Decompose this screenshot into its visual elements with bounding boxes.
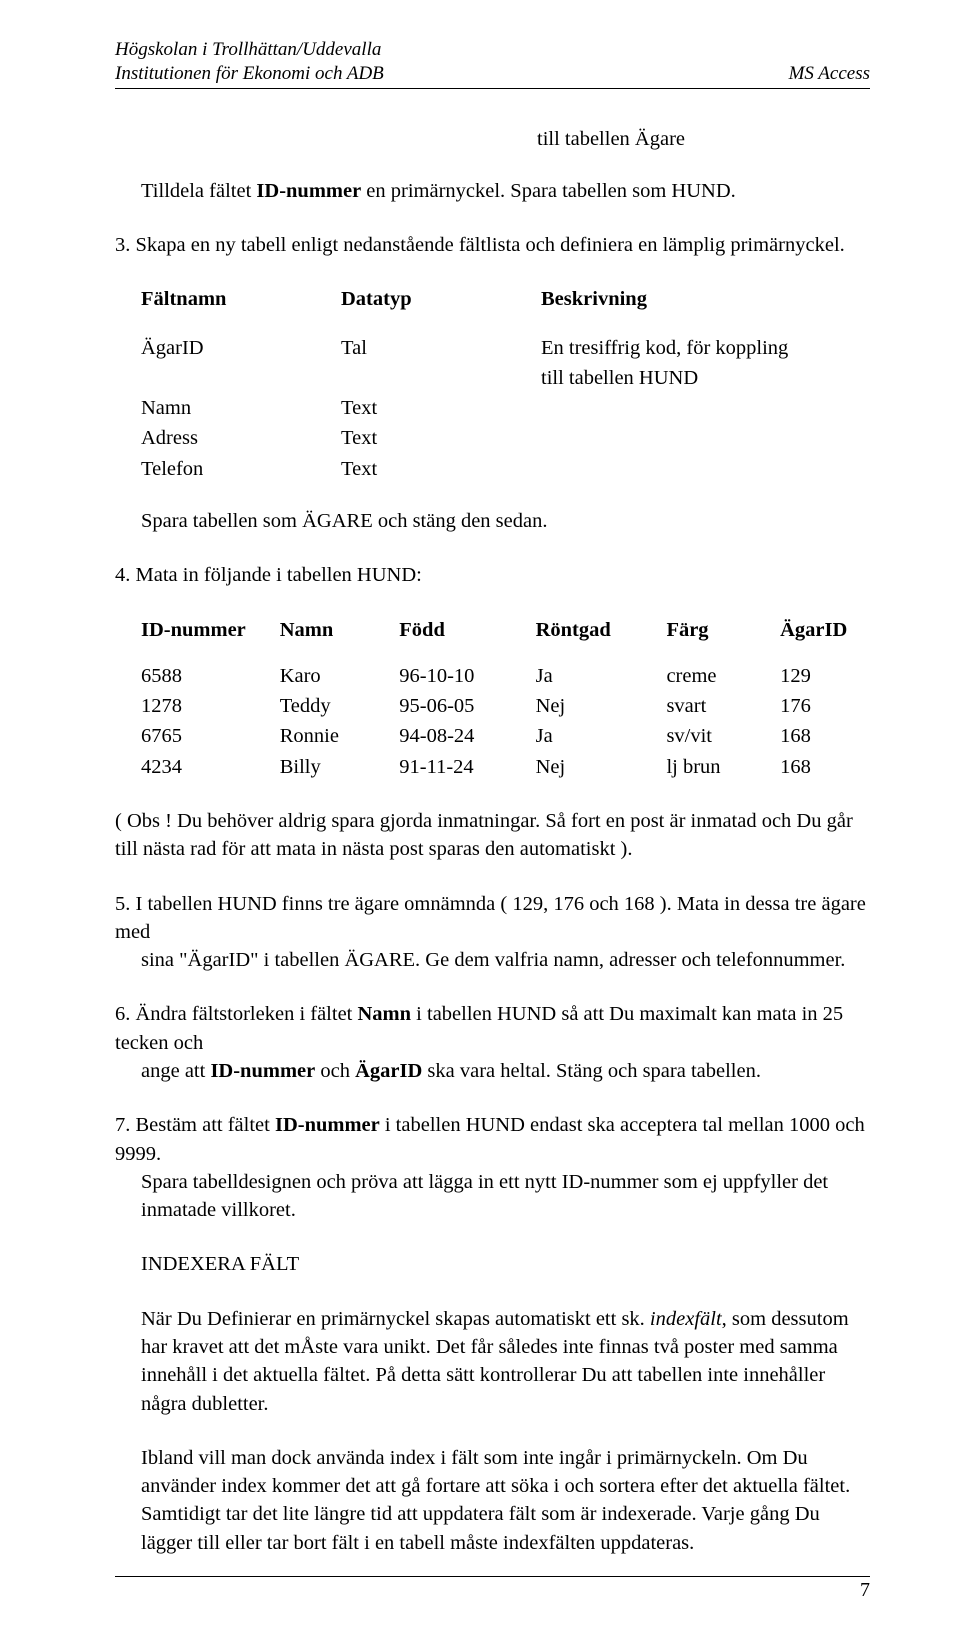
fieldtable-head-2: Datatyp	[341, 285, 541, 315]
page-number: 7	[115, 1577, 870, 1602]
obs-note: ( Obs ! Du behöver aldrig spara gjorda i…	[115, 807, 870, 864]
step-6: 6. Ändra fältstorleken i fältet Namn i t…	[115, 1000, 870, 1085]
section-heading-indexera: INDEXERA FÄLT	[115, 1250, 870, 1278]
fieldtable-cell: Adress	[141, 424, 341, 454]
datatable-head: Namn	[280, 616, 400, 662]
fieldtable-cell: till tabellen HUND	[541, 364, 896, 394]
step-4: 4. Mata in följande i tabellen HUND:	[115, 561, 870, 589]
table-row: 4234 Billy 91-11-24 Nej lj brun 168	[141, 753, 870, 783]
body: till tabellen Ägare Tilldela fältet ID-n…	[115, 125, 870, 1557]
header-rule	[115, 88, 870, 89]
header-line1: Högskolan i Trollhättan/Uddevalla	[115, 38, 870, 62]
step-7: 7. Bestäm att fältet ID-nummer i tabelle…	[115, 1111, 870, 1224]
paragraph-index-usage: Ibland vill man dock använda index i fäl…	[115, 1444, 870, 1557]
datatable-head: ÄgarID	[780, 616, 870, 662]
fieldtable-cell: Text	[341, 394, 541, 424]
step-5: 5. I tabellen HUND finns tre ägare omnäm…	[115, 890, 870, 975]
page-header: Högskolan i Trollhättan/Uddevalla Instit…	[115, 38, 870, 86]
fieldtable-cell: Telefon	[141, 455, 341, 485]
fieldtable-cell: Text	[341, 424, 541, 454]
field-definition-table: Fältnamn Datatyp Beskrivning ÄgarID Tal …	[141, 285, 896, 485]
datatable-head: Född	[399, 616, 535, 662]
header-line2-right: MS Access	[789, 62, 870, 86]
fieldtable-cell: ÄgarID	[141, 334, 341, 364]
header-line2-left: Institutionen för Ekonomi och ADB	[115, 62, 384, 86]
table-row: 6765 Ronnie 94-08-24 Ja sv/vit 168	[141, 722, 870, 752]
datatable-head: Röntgad	[536, 616, 667, 662]
paragraph-assign-pk: Tilldela fältet ID-nummer en primärnycke…	[115, 177, 870, 205]
fieldtable-cell: Namn	[141, 394, 341, 424]
top-right-note: till tabellen Ägare	[115, 125, 870, 153]
paragraph-save-agare: Spara tabellen som ÄGARE och stäng den s…	[115, 507, 870, 535]
document-page: Högskolan i Trollhättan/Uddevalla Instit…	[0, 0, 960, 1638]
table-row: 6588 Karo 96-10-10 Ja creme 129	[141, 662, 870, 692]
fieldtable-cell: Tal	[341, 334, 541, 364]
fieldtable-cell: Text	[341, 455, 541, 485]
fieldtable-head-1: Fältnamn	[141, 285, 341, 315]
fieldtable-head-3: Beskrivning	[541, 285, 896, 315]
table-row: 1278 Teddy 95-06-05 Nej svart 176	[141, 692, 870, 722]
paragraph-indexfalt: När Du Definierar en primärnyckel skapas…	[115, 1305, 870, 1418]
hund-data-table: ID-nummer Namn Född Röntgad Färg ÄgarID …	[141, 616, 870, 783]
datatable-head: Färg	[666, 616, 780, 662]
fieldtable-cell: En tresiffrig kod, för koppling	[541, 334, 896, 364]
datatable-head: ID-nummer	[141, 616, 280, 662]
page-footer: 7	[115, 1576, 870, 1602]
step-3: 3. Skapa en ny tabell enligt nedanståend…	[115, 231, 870, 259]
